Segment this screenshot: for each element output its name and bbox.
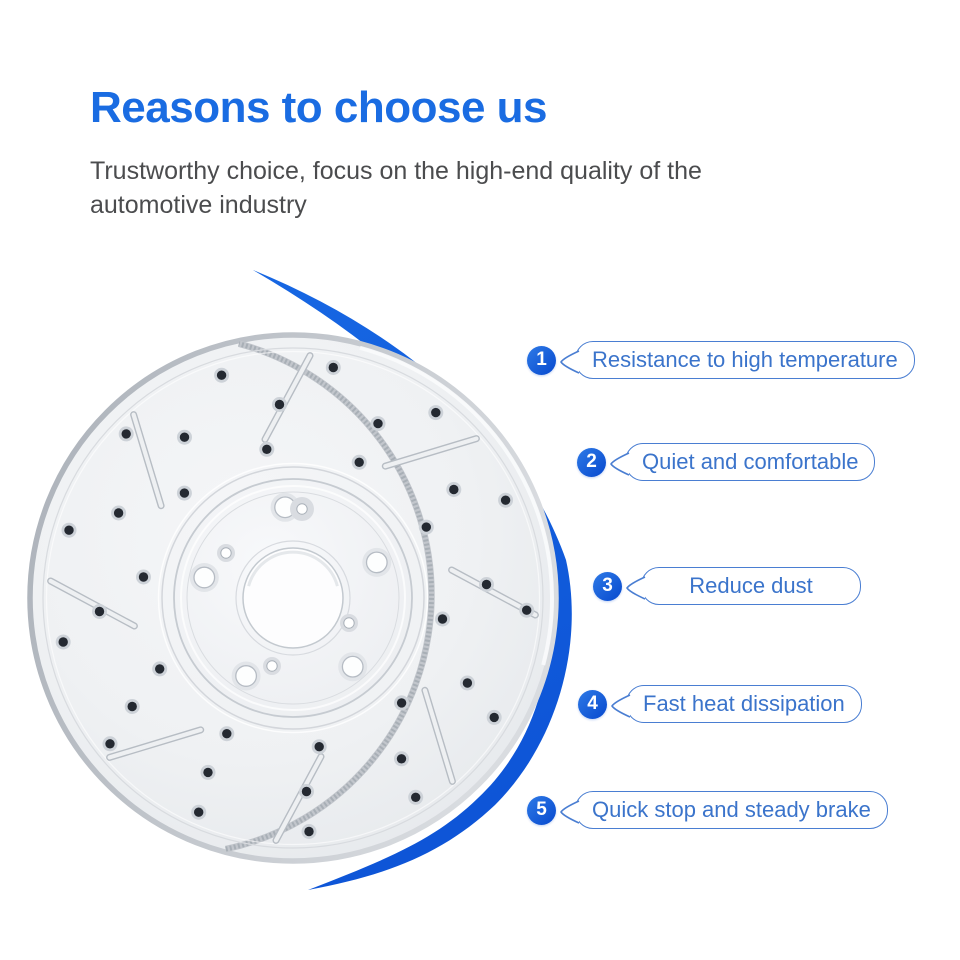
- feature-label-bubble: Quick stop and steady brake: [575, 791, 888, 829]
- feature-number-badge: 4: [578, 689, 607, 719]
- feature-number-badge: 5: [527, 795, 556, 825]
- bubble-tail-icon: [560, 350, 580, 374]
- page-title: Reasons to choose us: [90, 83, 548, 132]
- feature-callout-5: 5 Quick stop and steady brake: [527, 791, 888, 829]
- bubble-tail-icon: [626, 576, 646, 600]
- feature-label-bubble: Reduce dust: [641, 567, 861, 605]
- feature-callout-2: 2 Quiet and comfortable: [577, 443, 876, 481]
- bubble-tail-icon: [560, 800, 580, 824]
- page-subtitle-line2: automotive industry: [90, 191, 307, 220]
- feature-number-badge: 3: [593, 571, 622, 601]
- feature-callout-1: 1 Resistance to high temperature: [527, 341, 915, 379]
- page-subtitle-line1: Trustworthy choice, focus on the high-en…: [90, 157, 702, 186]
- feature-callout-4: 4 Fast heat dissipation: [578, 685, 862, 723]
- feature-number-badge: 1: [527, 345, 556, 375]
- feature-callout-3: 3 Reduce dust: [593, 567, 861, 605]
- feature-label-bubble: Resistance to high temperature: [575, 341, 915, 379]
- page-subtitle: Trustworthy choice, focus on the high-en…: [90, 154, 810, 222]
- bubble-tail-icon: [610, 452, 630, 476]
- feature-label-bubble: Fast heat dissipation: [626, 685, 862, 723]
- bubble-tail-icon: [611, 694, 631, 718]
- feature-label-bubble: Quiet and comfortable: [625, 443, 876, 481]
- feature-number-badge: 2: [577, 447, 606, 477]
- brake-rotor: [27, 332, 559, 864]
- header-section: Reasons to choose us Trustworthy choice,…: [90, 83, 810, 222]
